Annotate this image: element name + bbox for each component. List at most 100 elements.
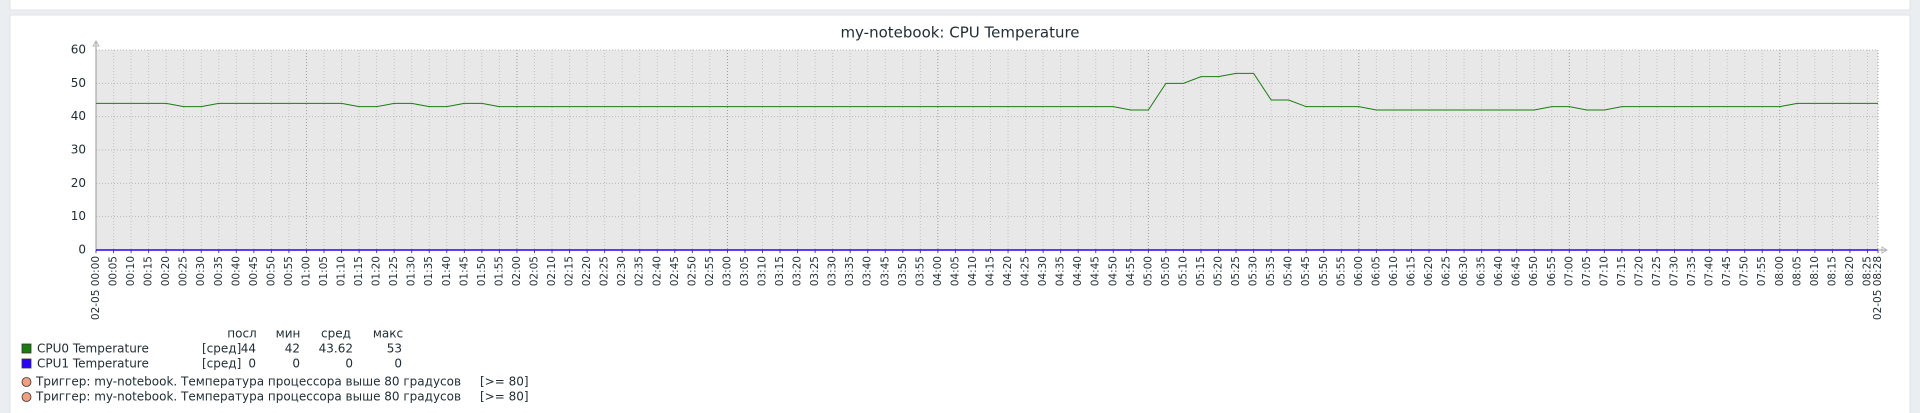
x-tick-label: 08:15 xyxy=(1826,256,1838,286)
x-tick-label: 04:50 xyxy=(1107,256,1119,286)
y-tick-label: 20 xyxy=(71,176,86,190)
x-tick-label: 07:25 xyxy=(1651,256,1663,286)
x-tick-label: 00:40 xyxy=(230,256,242,286)
x-tick-label: 01:50 xyxy=(476,256,488,286)
x-tick-label: 07:10 xyxy=(1598,256,1610,286)
x-tick-label: 04:05 xyxy=(949,256,961,286)
y-tick-label: 0 xyxy=(78,243,86,257)
legend-header: макс xyxy=(373,327,403,341)
legend-stat: 0 xyxy=(248,357,256,371)
legend-stat: 53 xyxy=(387,342,402,356)
trigger-marker xyxy=(21,377,32,387)
x-tick-label: 06:05 xyxy=(1370,256,1382,286)
legend-stat: 0 xyxy=(292,357,300,371)
y-tick-label: 50 xyxy=(71,76,86,90)
x-tick-label: 03:05 xyxy=(739,256,751,286)
x-tick-label: 00:50 xyxy=(265,256,277,286)
legend-stat: 42 xyxy=(285,342,300,356)
x-tick-label: 06:35 xyxy=(1476,256,1488,286)
x-tick-label: 03:50 xyxy=(897,256,909,286)
x-tick-label: 07:20 xyxy=(1633,256,1645,286)
x-tick-label: 02:45 xyxy=(669,256,681,286)
x-tick-label: 00:35 xyxy=(213,256,225,286)
x-tick-label: 05:25 xyxy=(1230,256,1242,286)
x-tick-label: 02:05 xyxy=(528,256,540,286)
x-tick-label: 04:10 xyxy=(967,256,979,286)
x-tick-label: 02:50 xyxy=(686,256,698,286)
x-tick-label: 03:20 xyxy=(792,256,804,286)
x-tick-label: 07:55 xyxy=(1756,256,1768,286)
x-tick-label: 00:55 xyxy=(283,256,295,286)
x-tick-label: 04:40 xyxy=(1072,256,1084,286)
legend-function: [сред] xyxy=(202,357,241,371)
y-tick-label: 60 xyxy=(71,43,86,57)
x-tick-label: 01:25 xyxy=(388,256,400,286)
x-tick-label: 06:40 xyxy=(1493,256,1505,286)
x-tick-label: 05:00 xyxy=(1142,256,1154,286)
legend-swatch xyxy=(21,343,32,354)
axis-arrow xyxy=(1881,246,1888,254)
x-tick-label: 02:40 xyxy=(651,256,663,286)
x-tick-label: 06:00 xyxy=(1353,256,1365,286)
legend-header: мин xyxy=(276,327,301,341)
y-tick-label: 10 xyxy=(71,209,86,223)
legend-stat: 43.62 xyxy=(319,342,353,356)
trigger-label: Триггер: my-notebook. Температура процес… xyxy=(35,390,461,404)
x-tick-label: 00:25 xyxy=(178,256,190,286)
x-tick-label: 02:35 xyxy=(634,256,646,286)
legend-header: сред xyxy=(321,327,351,341)
y-tick-label: 40 xyxy=(71,109,86,123)
x-tick-label: 05:50 xyxy=(1318,256,1330,286)
x-tick-label: 00:30 xyxy=(195,256,207,286)
x-tick-label: 03:25 xyxy=(809,256,821,286)
x-tick-label: 06:10 xyxy=(1388,256,1400,286)
series-line xyxy=(96,72,1878,111)
x-tick-label: 06:50 xyxy=(1528,256,1540,286)
x-tick-label: 07:30 xyxy=(1669,256,1681,286)
legend-label: CPU0 Temperature xyxy=(37,342,149,356)
x-tick-label: 04:30 xyxy=(1037,256,1049,286)
x-tick-label: 00:05 xyxy=(108,256,120,286)
x-tick-label: 06:55 xyxy=(1546,256,1558,286)
x-tick-label: 01:05 xyxy=(318,256,330,286)
x-tick-label: 03:10 xyxy=(756,256,768,286)
y-tick-label: 30 xyxy=(71,143,86,157)
x-tick-label: 07:45 xyxy=(1721,256,1733,286)
top-panel xyxy=(9,0,1911,11)
x-tick-label: 02:20 xyxy=(581,256,593,286)
x-tick-label: 01:30 xyxy=(406,256,418,286)
x-tick-label: 03:15 xyxy=(774,256,786,286)
x-tick-label: 03:55 xyxy=(914,256,926,286)
x-tick-label: 05:20 xyxy=(1213,256,1225,286)
x-tick-label: 04:20 xyxy=(1002,256,1014,286)
legend-header: посл xyxy=(227,327,256,341)
x-tick-label: 05:10 xyxy=(1177,256,1189,286)
x-tick-label: 02:55 xyxy=(704,256,716,286)
x-tick-label: 04:15 xyxy=(985,256,997,286)
x-tick-label: 02:10 xyxy=(546,256,558,286)
x-tick-label: 01:10 xyxy=(336,256,348,286)
x-tick-label: 08:20 xyxy=(1844,256,1856,286)
x-tick-label: 04:00 xyxy=(932,256,944,286)
legend-swatch xyxy=(21,358,32,369)
x-tick-label: 03:35 xyxy=(844,256,856,286)
legend-stat: 0 xyxy=(345,357,353,371)
x-tick-label: 01:20 xyxy=(371,256,383,286)
x-tick-label: 06:25 xyxy=(1441,256,1453,286)
x-tick-label: 05:40 xyxy=(1283,256,1295,286)
x-tick-label: 08:05 xyxy=(1791,256,1803,286)
legend-function: [сред] xyxy=(202,342,241,356)
x-tick-label: 03:30 xyxy=(827,256,839,286)
x-tick-label: 07:15 xyxy=(1616,256,1628,286)
x-tick-label: 04:35 xyxy=(1055,256,1067,286)
x-tick-label: 05:30 xyxy=(1248,256,1260,286)
trigger-label: Триггер: my-notebook. Температура процес… xyxy=(35,375,461,389)
chart-title: my-notebook: CPU Temperature xyxy=(840,24,1079,42)
x-tick-label: 02-05 08:28 xyxy=(1872,256,1884,320)
x-tick-label: 02:00 xyxy=(511,256,523,286)
axis-arrow xyxy=(92,40,100,47)
x-tick-label: 02:30 xyxy=(616,256,628,286)
x-tick-label: 01:55 xyxy=(493,256,505,286)
x-tick-label: 05:05 xyxy=(1160,256,1172,286)
